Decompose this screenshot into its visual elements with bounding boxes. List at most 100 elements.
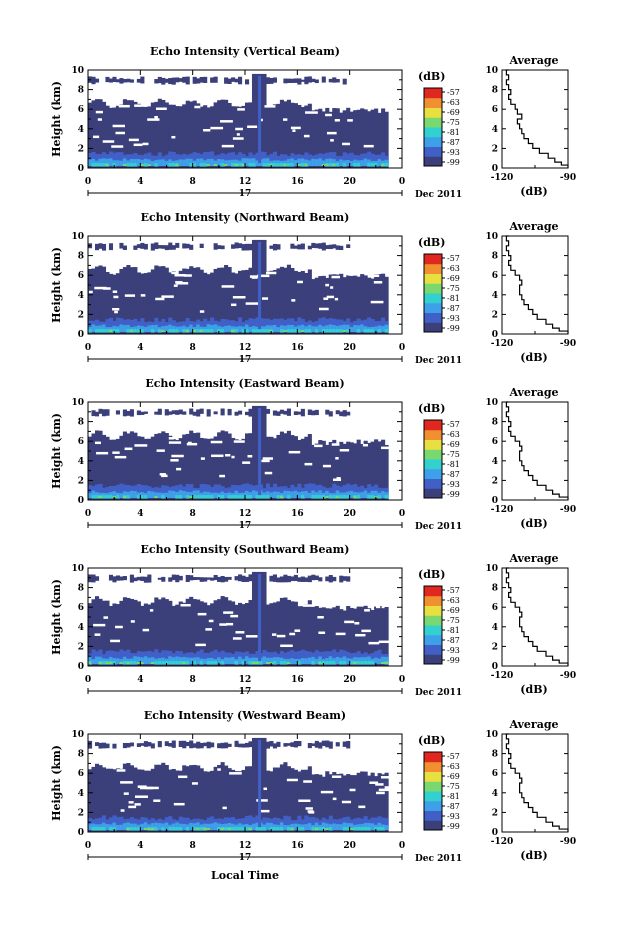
echo-gap [263, 787, 268, 791]
upper-echo-cell [189, 408, 194, 415]
echo-column [140, 769, 145, 832]
upper-echo-cell [314, 243, 319, 249]
upper-echo-cell [311, 743, 316, 747]
colorbar-segment [424, 804, 442, 808]
low-echo-cell [108, 158, 114, 167]
low-echo-cell [332, 661, 337, 665]
upper-echo-cell [115, 79, 120, 83]
low-echo-cell [258, 495, 264, 499]
low-echo-cell [175, 661, 180, 665]
upper-echo-cell [220, 575, 225, 583]
low-echo-cell [241, 495, 246, 499]
echo-column [112, 769, 117, 832]
colorbar-segment [424, 149, 442, 154]
echo-gap [331, 775, 342, 778]
echo-column [94, 763, 100, 832]
low-echo-cell [192, 827, 197, 831]
low-echo-cell [168, 151, 173, 166]
low-echo-cell [241, 827, 246, 831]
low-echo-cell [255, 485, 260, 498]
low-echo-cell [290, 163, 295, 167]
low-echo-cell [349, 661, 354, 665]
low-echo-cell [231, 817, 236, 830]
upper-echo-cell [199, 76, 204, 83]
low-echo-cell [321, 329, 326, 333]
low-echo-cell [101, 324, 107, 333]
echo-gap [245, 302, 259, 305]
upper-echo-cell [290, 78, 295, 83]
low-echo-cell [168, 159, 173, 167]
low-echo-cell [98, 817, 103, 830]
low-echo-cell [189, 158, 194, 167]
low-echo-cell [133, 152, 138, 166]
low-echo-cell [126, 649, 131, 664]
low-echo-cell [88, 662, 93, 665]
upper-echo-cell [164, 245, 169, 251]
low-echo-cell [241, 484, 246, 498]
echo-column [189, 430, 194, 500]
upper-echo-cell [293, 574, 298, 581]
echo-column [112, 603, 117, 666]
low-echo-cell [175, 154, 180, 166]
echo-column [94, 99, 100, 168]
low-echo-cell [272, 163, 277, 167]
low-echo-cell [353, 818, 358, 830]
echo-column [311, 279, 316, 334]
low-echo-cell [353, 827, 358, 831]
low-echo-cell [161, 330, 166, 333]
low-echo-cell [136, 819, 141, 830]
echo-gap [290, 126, 301, 130]
echo-column [217, 432, 222, 500]
echo-gap [200, 457, 205, 460]
echo-column [105, 768, 110, 832]
echo-gap [191, 782, 198, 785]
low-echo-cell [91, 649, 96, 664]
colorbar-segment [424, 647, 442, 652]
low-echo-cell [164, 325, 169, 333]
low-echo-cell [381, 827, 386, 831]
low-echo-cell [182, 817, 187, 830]
colorbar-tick-label: -75 [447, 782, 460, 791]
echo-column [325, 444, 330, 500]
low-echo-cell [265, 318, 271, 332]
low-echo-cell [199, 819, 204, 830]
low-echo-cell [332, 658, 337, 665]
echo-column [269, 107, 274, 168]
echo-column [286, 766, 291, 832]
upper-echo-cell [133, 577, 138, 582]
low-echo-cell [143, 828, 148, 831]
low-echo-cell [224, 823, 229, 831]
low-echo-cell [227, 823, 232, 831]
echo-column [98, 99, 103, 168]
echo-column [129, 765, 134, 832]
colorbar-segment [424, 621, 442, 626]
echo-column [262, 405, 267, 500]
low-echo-cell [143, 822, 148, 831]
echo-gap [112, 451, 120, 454]
average-y-tick-label: 6 [492, 271, 498, 281]
echo-column [339, 609, 344, 666]
echo-column [164, 102, 169, 168]
low-echo-cell [272, 827, 277, 831]
low-echo-cell [279, 318, 284, 332]
echo-column [356, 276, 361, 334]
colorbar-segment [424, 309, 442, 313]
low-echo-cell [283, 661, 288, 665]
colorbar-segment [424, 618, 442, 623]
colorbar-segment [424, 254, 442, 258]
low-echo-cell [234, 321, 239, 332]
low-echo-cell [224, 325, 229, 333]
low-echo-cell [168, 329, 173, 333]
low-echo-cell [217, 325, 222, 333]
low-echo-cell [234, 159, 239, 167]
low-echo-cell [304, 152, 309, 166]
echo-gap [381, 446, 392, 450]
echo-gap [237, 108, 245, 111]
low-echo-cell [101, 827, 107, 831]
low-echo-cell [272, 661, 277, 665]
echo-column [203, 105, 208, 168]
low-echo-cell [133, 159, 138, 167]
colorbar-segment [424, 107, 442, 112]
echo-column [206, 438, 211, 500]
low-echo-cell [307, 492, 312, 499]
